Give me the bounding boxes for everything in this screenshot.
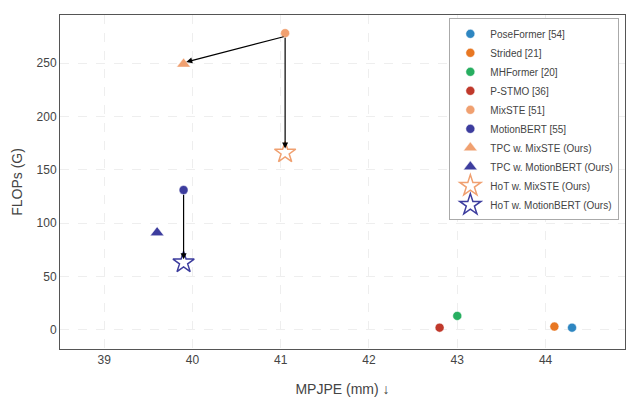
svg-text:TPC w. MotionBERT (Ours): TPC w. MotionBERT (Ours) <box>490 162 612 173</box>
svg-text:50: 50 <box>43 270 57 284</box>
svg-text:Strided [21]: Strided [21] <box>490 48 541 59</box>
svg-text:HoT w. MixSTE (Ours): HoT w. MixSTE (Ours) <box>490 181 590 192</box>
svg-text:250: 250 <box>37 56 57 70</box>
svg-text:0: 0 <box>50 323 57 337</box>
svg-text:MHFormer [20]: MHFormer [20] <box>490 67 557 78</box>
svg-text:40: 40 <box>186 353 200 367</box>
svg-text:42: 42 <box>362 353 376 367</box>
svg-text:44: 44 <box>539 353 553 367</box>
svg-text:MPJPE (mm) ↓: MPJPE (mm) ↓ <box>295 381 389 397</box>
svg-text:43: 43 <box>451 353 465 367</box>
svg-text:HoT w. MotionBERT (Ours): HoT w. MotionBERT (Ours) <box>490 200 611 211</box>
svg-text:200: 200 <box>37 110 57 124</box>
svg-text:150: 150 <box>37 163 57 177</box>
svg-text:39: 39 <box>97 353 111 367</box>
svg-text:41: 41 <box>274 353 288 367</box>
svg-text:MixSTE [51]: MixSTE [51] <box>490 105 545 116</box>
svg-text:FLOPs (G): FLOPs (G) <box>9 148 25 216</box>
svg-text:PoseFormer [54]: PoseFormer [54] <box>490 29 565 40</box>
svg-text:100: 100 <box>37 216 57 230</box>
svg-text:MotionBERT [55]: MotionBERT [55] <box>490 124 566 135</box>
svg-text:P-STMO [36]: P-STMO [36] <box>490 86 549 97</box>
svg-text:TPC w. MixSTE (Ours): TPC w. MixSTE (Ours) <box>490 143 591 154</box>
